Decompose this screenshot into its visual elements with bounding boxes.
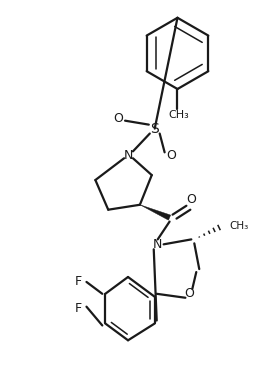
Text: F: F bbox=[75, 302, 82, 315]
Text: CH₃: CH₃ bbox=[229, 221, 248, 231]
Text: S: S bbox=[150, 122, 159, 135]
Text: N: N bbox=[123, 149, 133, 162]
Text: O: O bbox=[167, 149, 177, 162]
Text: F: F bbox=[75, 276, 82, 288]
Text: O: O bbox=[186, 193, 196, 206]
Text: N: N bbox=[153, 238, 162, 251]
Text: O: O bbox=[184, 287, 194, 300]
Polygon shape bbox=[140, 205, 171, 220]
Text: O: O bbox=[113, 112, 123, 125]
Text: CH₃: CH₃ bbox=[168, 110, 189, 120]
